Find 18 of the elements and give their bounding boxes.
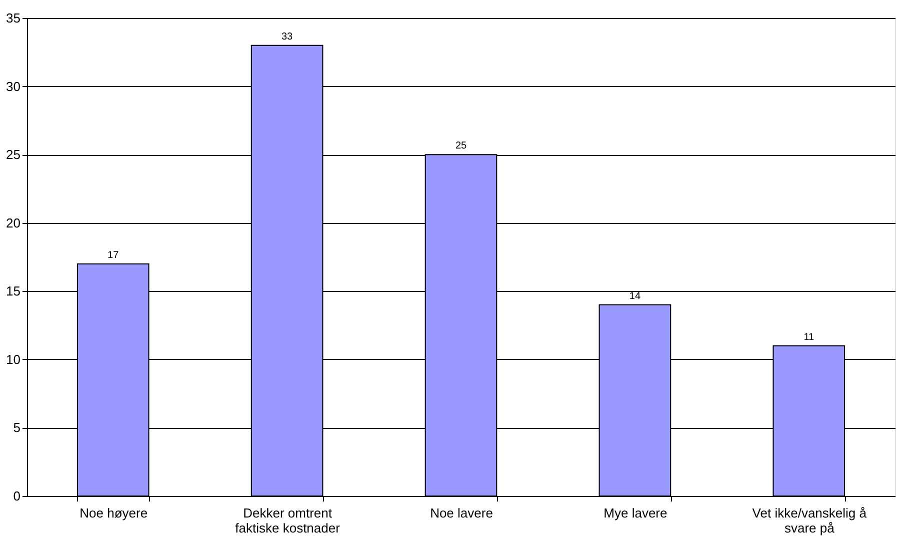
data-label: 14 [629,290,641,302]
data-label: 33 [281,31,294,42]
y-tick-label: 5 [13,420,20,436]
x-tick-label: Mye lavere [604,506,668,520]
data-label: 25 [455,140,467,152]
x-tick-label: Vet ikke/vanskelig å svare på [752,506,868,536]
y-tick-label: 10 [6,352,20,367]
x-tick-label: Noe høyere [80,506,148,520]
data-label: 17 [108,250,120,261]
y-tick-label: 15 [6,284,20,299]
y-tick-label: 0 [13,488,20,504]
x-tick-label: Noe lavere [430,506,493,520]
y-tick-label: 30 [6,78,20,94]
y-tick-label: 35 [6,10,20,26]
x-tick-label: Dekker omtrent faktiske kostnader [235,506,341,536]
y-tick-label: 25 [6,147,20,162]
data-label: 11 [804,332,815,343]
y-tick-label: 20 [6,215,20,230]
